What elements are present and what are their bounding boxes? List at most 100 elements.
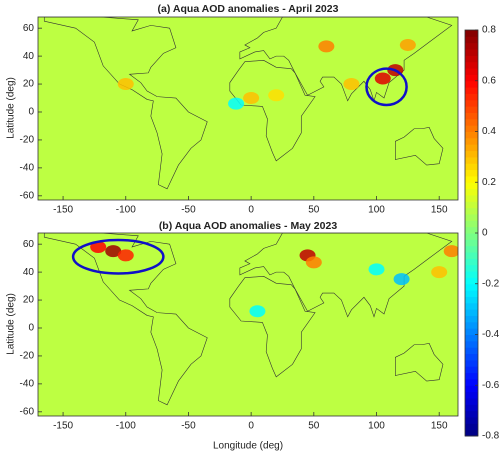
aod-anomaly	[393, 273, 410, 286]
colorbar-swatch	[465, 366, 478, 374]
colorbar-tick-label: -0.4	[482, 329, 500, 340]
colorbar-swatch	[465, 80, 478, 88]
colorbar-swatch	[465, 42, 478, 50]
colorbar-swatch	[465, 207, 478, 215]
colorbar-swatch	[465, 87, 478, 94]
colorbar-swatch	[465, 68, 478, 75]
aod-anomaly	[105, 245, 122, 258]
coastline	[229, 275, 316, 378]
x-tick-label: 100	[368, 421, 385, 432]
map-field	[43, 233, 458, 406]
colorbar-swatch	[465, 423, 478, 431]
x-tick-label: 0	[248, 205, 254, 216]
aod-anomaly	[305, 256, 322, 269]
axes-frame	[37, 16, 459, 201]
x-tick-label: 50	[308, 421, 320, 432]
colorbar-swatch	[465, 264, 478, 272]
aod-anomaly	[90, 240, 107, 253]
highlight-ellipse	[365, 67, 408, 107]
colorbar-swatch	[465, 353, 478, 361]
colorbar-swatch	[465, 93, 478, 101]
aod-anomaly	[243, 92, 260, 105]
colorbar-swatch	[465, 220, 478, 228]
colorbar-swatch	[465, 156, 478, 164]
x-tick-label: 150	[431, 205, 448, 216]
colorbar-swatch	[465, 372, 478, 380]
x-tick-label: 100	[368, 205, 385, 216]
colorbar-swatch	[465, 213, 478, 221]
colorbar-swatch	[465, 118, 478, 126]
y-tick-label: 60	[23, 239, 35, 250]
coastline	[395, 343, 444, 382]
y-tick-label: -60	[20, 190, 35, 201]
colorbar-swatch	[465, 201, 478, 209]
colorbar-swatch	[465, 296, 478, 304]
colorbar-swatch	[465, 385, 478, 393]
y-tick-label: -60	[20, 406, 35, 417]
aod-anomaly	[318, 40, 335, 53]
colorbar-swatch	[465, 258, 478, 266]
colorbar-tick-label: 0.2	[482, 177, 496, 188]
y-axis-label: Latitude (deg)	[6, 293, 17, 355]
colorbar-swatch	[465, 144, 478, 152]
x-tick-label: 50	[308, 205, 320, 216]
colorbar-swatch	[465, 112, 478, 120]
aod-anomaly	[431, 266, 448, 279]
colorbar-swatch	[465, 290, 478, 297]
colorbar-swatch	[465, 378, 478, 386]
colorbar-swatch	[465, 36, 478, 44]
colorbar-swatch	[465, 429, 478, 437]
colorbar-swatch	[465, 125, 478, 132]
colorbar-swatch	[465, 328, 478, 335]
aod-anomaly	[268, 89, 285, 102]
aod-anomaly	[443, 245, 458, 258]
y-tick-label: -20	[20, 351, 35, 362]
colorbar-swatch	[465, 347, 478, 355]
coastline	[229, 59, 316, 162]
colorbar-tick-label: 0.8	[482, 25, 496, 36]
y-tick-label: 0	[28, 107, 34, 118]
colorbar-swatch	[465, 226, 478, 234]
x-tick-label: 0	[248, 421, 254, 432]
colorbar-swatch	[465, 245, 478, 253]
colorbar-swatch	[465, 163, 478, 171]
colorbar-swatch	[465, 404, 478, 412]
y-tick-label: -20	[20, 135, 35, 146]
y-tick-label: 0	[28, 323, 34, 334]
colorbar-swatch	[465, 106, 478, 113]
y-tick-label: -40	[20, 379, 35, 390]
y-tick-label: 20	[23, 295, 35, 306]
coastline	[239, 233, 453, 318]
colorbar-swatch	[465, 252, 478, 259]
aod-anomaly	[399, 38, 416, 51]
x-tick-label: -150	[53, 205, 73, 216]
x-axis-label: Longitude (deg)	[213, 441, 283, 452]
colorbar-swatch	[465, 359, 478, 367]
panel-a-title: (a) Aqua AOD anomalies - April 2023	[158, 3, 339, 15]
colorbar-swatch	[465, 194, 478, 202]
colorbar-swatch	[465, 182, 478, 190]
colorbar-swatch	[465, 410, 478, 418]
aod-anomaly	[249, 305, 266, 318]
x-tick-label: -100	[116, 421, 136, 432]
coastline	[239, 17, 453, 102]
colorbar-swatch	[465, 321, 478, 329]
colorbar-swatch	[465, 61, 478, 69]
colorbar-swatch	[465, 283, 478, 291]
colorbar-swatch	[465, 150, 478, 158]
colorbar-tick-label: 0.4	[482, 126, 496, 137]
colorbar-swatch	[465, 137, 478, 145]
map-field	[43, 17, 453, 190]
y-tick-label: 40	[23, 51, 35, 62]
colorbar-swatch	[465, 99, 478, 107]
colorbar-swatch	[465, 169, 478, 177]
colorbar-swatch	[465, 175, 478, 183]
x-tick-label: -50	[181, 205, 196, 216]
colorbar-swatch	[465, 334, 478, 342]
colorbar-tick-label: -0.8	[482, 431, 500, 442]
colorbar-swatch	[465, 239, 478, 247]
y-tick-label: 60	[23, 23, 35, 34]
colorbar-swatch	[465, 416, 478, 424]
aod-anomaly	[117, 249, 134, 262]
